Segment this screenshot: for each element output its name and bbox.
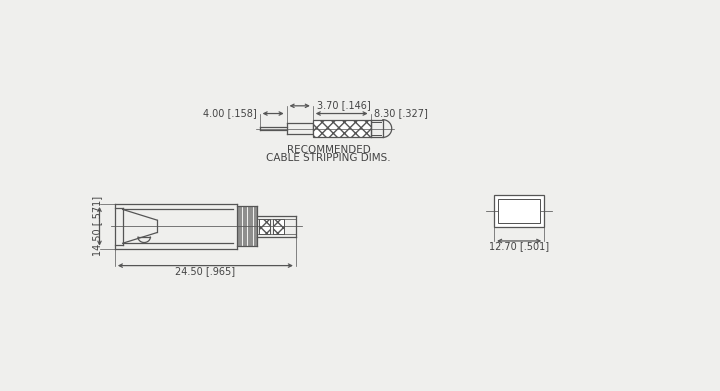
Text: 14.50 [.571]: 14.50 [.571] (92, 196, 102, 256)
Text: 4.00 [.158]: 4.00 [.158] (203, 108, 256, 118)
Text: RECOMMENDED: RECOMMENDED (287, 145, 371, 155)
Text: CABLE STRIPPING DIMS.: CABLE STRIPPING DIMS. (266, 153, 391, 163)
Text: 24.50 [.965]: 24.50 [.965] (175, 266, 235, 276)
Text: 12.70 [.501]: 12.70 [.501] (489, 241, 549, 251)
Text: 3.70 [.146]: 3.70 [.146] (317, 100, 370, 110)
Bar (259, 219, 270, 234)
Bar (498, 199, 540, 223)
Text: 8.30 [.327]: 8.30 [.327] (374, 108, 428, 118)
Bar (494, 195, 544, 227)
Bar (312, 120, 371, 137)
Bar (273, 219, 284, 234)
